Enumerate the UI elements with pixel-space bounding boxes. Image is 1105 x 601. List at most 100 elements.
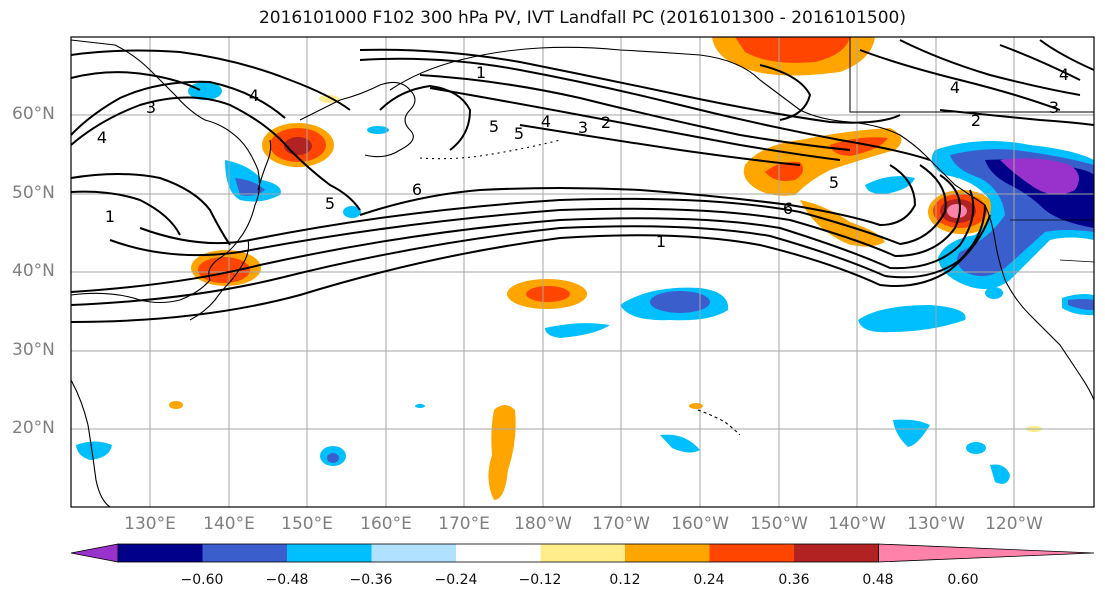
anomaly-patch — [169, 401, 183, 409]
contour-line — [70, 80, 286, 136]
coastline-alaska — [389, 46, 926, 156]
lon-label-120w: 120°W — [985, 514, 1043, 534]
contour-line — [139, 164, 947, 246]
colorbar-tick-label: 0.60 — [947, 572, 979, 588]
contour-label-group: 1 1 1 2 2 3 3 3 4 4 4 4 4 5 5 5 5 6 6 — [97, 63, 1069, 251]
colorbar-segment — [202, 544, 287, 562]
coastlines — [70, 36, 1095, 508]
contour-line — [379, 84, 472, 151]
coastline-china — [70, 379, 111, 508]
anomaly-patch — [545, 323, 610, 338]
contour-line — [70, 49, 351, 111]
lon-label-130e: 130°E — [124, 514, 176, 534]
anomaly-patch — [526, 286, 570, 302]
contour-label-1: 1 — [105, 207, 115, 226]
anomaly-patch — [188, 82, 222, 100]
colorbar-tick-label: −0.36 — [349, 572, 393, 588]
contour-label-6: 6 — [783, 199, 793, 218]
colorbar-tick-label: 0.48 — [862, 572, 894, 588]
colorbar-segment — [540, 544, 625, 562]
anomaly-patch — [319, 95, 339, 103]
contour-label-5: 5 — [514, 124, 524, 143]
contour-line — [999, 44, 1081, 81]
colorbar-extend-high — [878, 543, 1095, 563]
contour-line — [519, 124, 801, 166]
lat-label-60n: 60°N — [12, 104, 55, 124]
contour-label-3: 3 — [146, 98, 156, 117]
anomaly-patch — [284, 137, 312, 155]
aleutian-chain — [419, 139, 561, 160]
colorbar-tick-label: −0.12 — [518, 572, 562, 588]
plot-title: 2016101000 F102 300 hPa PV, IVT Landfall… — [258, 8, 906, 28]
colorbar — [70, 543, 1095, 563]
colorbar-tick-label: −0.48 — [265, 572, 309, 588]
anomaly-patch — [947, 204, 967, 218]
contour-line — [109, 174, 961, 258]
contour-line — [859, 49, 1061, 111]
colorbar-tick-label: 0.36 — [778, 572, 810, 588]
colorbar-tick-label: 0.24 — [693, 572, 725, 588]
anomaly-patch — [858, 305, 966, 333]
contour-line — [359, 48, 901, 124]
contour-line — [359, 57, 931, 161]
lon-label-150w: 150°W — [750, 514, 808, 534]
lon-label-170e: 170°E — [438, 514, 490, 534]
colorbar-segment — [456, 544, 541, 562]
contour-line — [70, 214, 991, 323]
anomaly-patch — [1068, 299, 1094, 310]
contour-label-4: 4 — [97, 128, 107, 147]
coastline-north-america — [924, 154, 1095, 401]
anomaly-patch — [415, 404, 425, 408]
anomaly-patch — [765, 161, 804, 181]
contour-label-2: 2 — [971, 111, 981, 130]
colorbar-tick-label: 0.12 — [609, 572, 641, 588]
contour-line — [419, 74, 851, 151]
contour-label-6: 6 — [412, 180, 422, 199]
anomaly-patch — [235, 178, 265, 196]
contour-line — [70, 96, 361, 211]
anomaly-patch — [367, 126, 389, 134]
colorbar-segment — [794, 544, 879, 562]
anomaly-patch — [966, 442, 986, 454]
contour-line — [70, 173, 231, 246]
lat-label-20n: 20°N — [12, 418, 55, 438]
contour-label-4: 4 — [1059, 65, 1069, 84]
contour-line — [939, 109, 1095, 126]
anomaly-patch — [327, 453, 339, 463]
contour-label-3: 3 — [1049, 98, 1059, 117]
anomaly-patch — [865, 176, 915, 195]
coastline-asia — [70, 39, 261, 304]
contour-line — [70, 71, 201, 91]
coastline-sakhalin — [257, 139, 272, 191]
contour-label-4: 4 — [249, 86, 259, 105]
anomaly-patch — [735, 37, 850, 63]
anomaly-patch — [660, 434, 700, 453]
contour-label-5: 5 — [829, 173, 839, 192]
colorbar-tick-label: −0.60 — [180, 572, 224, 588]
lon-label-180w: 180°W — [514, 514, 572, 534]
map-frame — [70, 36, 1095, 508]
lon-label-150e: 150°E — [281, 514, 333, 534]
colorbar-extend-low — [70, 543, 119, 563]
contour-line — [70, 189, 975, 293]
pv-contours — [70, 39, 1095, 323]
anomaly-patch — [1000, 158, 1079, 195]
contour-label-1: 1 — [656, 232, 666, 251]
anomaly-patch — [990, 464, 1010, 484]
lon-label-130w: 130°W — [907, 514, 965, 534]
contour-label-5: 5 — [489, 117, 499, 136]
lon-label-140w: 140°W — [828, 514, 886, 534]
contour-line — [759, 64, 812, 121]
contour-label-4: 4 — [541, 112, 551, 131]
negative-anomaly-shading — [76, 82, 1094, 484]
anomaly-patch — [689, 403, 703, 409]
anomaly-patch — [830, 137, 888, 156]
us-border — [1059, 259, 1095, 263]
lat-label-50n: 50°N — [12, 183, 55, 203]
anomaly-patch — [650, 291, 710, 313]
lon-label-160e: 160°E — [360, 514, 412, 534]
colorbar-segment — [371, 544, 456, 562]
colorbar-segment — [625, 544, 710, 562]
coastline-japan — [189, 239, 250, 321]
contour-label-1: 1 — [476, 63, 486, 82]
